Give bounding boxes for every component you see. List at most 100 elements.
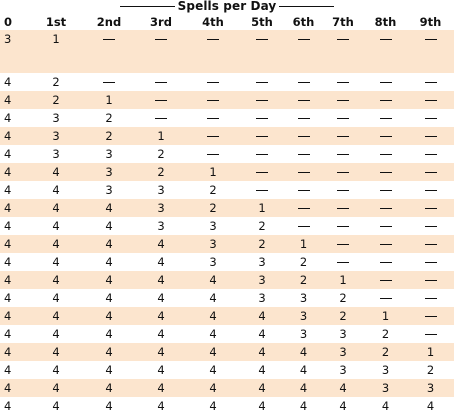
spell-count-cell: 4 bbox=[0, 271, 29, 289]
spell-count-cell: 4 bbox=[299, 363, 308, 377]
spell-count-cell: 4 bbox=[52, 183, 60, 197]
spell-count-cell: 4 bbox=[83, 307, 135, 325]
empty-slot-dash bbox=[187, 145, 239, 163]
empty-slot-dash bbox=[285, 199, 322, 217]
dash-glyph bbox=[424, 136, 437, 137]
dash-glyph bbox=[424, 262, 437, 263]
dash-glyph bbox=[424, 244, 437, 245]
dash-glyph bbox=[297, 100, 310, 101]
spell-count-cell: 4 bbox=[157, 399, 165, 413]
spell-count-cell: 2 bbox=[52, 75, 60, 89]
empty-slot-dash bbox=[407, 235, 454, 253]
empty-slot-dash bbox=[364, 109, 407, 127]
column-header: 2nd bbox=[96, 14, 122, 29]
spell-count-cell: 1 bbox=[322, 271, 364, 289]
empty-slot-dash bbox=[322, 109, 364, 127]
spell-count-cell: 2 bbox=[381, 327, 390, 341]
dash-glyph bbox=[297, 136, 310, 137]
spell-count-cell: 4 bbox=[239, 343, 285, 361]
empty-slot-dash bbox=[407, 91, 454, 109]
empty-slot-dash bbox=[322, 181, 364, 199]
spell-count-cell: 4 bbox=[105, 327, 113, 341]
spell-count-cell: 4 bbox=[105, 291, 113, 305]
spell-count-cell: 4 bbox=[83, 235, 135, 253]
spell-count-cell: 3 bbox=[258, 291, 266, 305]
spell-count-cell: 3 bbox=[381, 363, 390, 377]
empty-slot-dash bbox=[407, 73, 454, 91]
table-row: 4 4 4 4 4 4 4 4 4 4 bbox=[0, 397, 454, 415]
empty-slot-dash bbox=[187, 127, 239, 145]
dash-glyph bbox=[337, 172, 349, 173]
spell-count-cell: 1 bbox=[407, 343, 454, 361]
spell-count-cell: 2 bbox=[299, 255, 308, 269]
dash-glyph bbox=[379, 280, 392, 281]
empty-slot-dash bbox=[322, 253, 364, 271]
spell-count-cell: 1 bbox=[285, 235, 322, 253]
dash-glyph bbox=[256, 39, 268, 40]
spell-count-cell: 4 bbox=[135, 379, 187, 397]
spell-count-cell: 2 bbox=[426, 363, 435, 377]
dash-glyph bbox=[379, 100, 392, 101]
spell-count-cell: 4 bbox=[105, 363, 113, 377]
spell-count-cell: 2 bbox=[29, 91, 83, 109]
column-header: 5th bbox=[251, 14, 273, 29]
spell-count-cell: 1 bbox=[29, 30, 83, 73]
spell-count-cell: 2 bbox=[105, 111, 113, 125]
column-header: 7th bbox=[332, 14, 354, 29]
spell-count-cell: 3 bbox=[187, 235, 239, 253]
spell-count-cell: 4 bbox=[29, 163, 83, 181]
empty-slot-dash bbox=[364, 181, 407, 199]
dash-glyph bbox=[103, 82, 115, 83]
spell-count-cell: 2 bbox=[322, 307, 364, 325]
spell-count-cell: 2 bbox=[187, 199, 239, 217]
dash-glyph bbox=[103, 39, 115, 40]
dash-glyph bbox=[256, 100, 268, 101]
spell-count-cell: 4 bbox=[4, 147, 12, 161]
dash-glyph bbox=[207, 118, 219, 119]
dash-glyph bbox=[379, 226, 392, 227]
spell-count-cell: 4 bbox=[258, 399, 266, 413]
spell-count-cell: 4 bbox=[187, 271, 239, 289]
spell-count-cell: 4 bbox=[157, 291, 165, 305]
dash-glyph bbox=[424, 154, 437, 155]
empty-slot-dash bbox=[239, 30, 285, 73]
spell-count-cell: 4 bbox=[105, 399, 113, 413]
empty-slot-dash bbox=[407, 325, 454, 343]
dash-glyph bbox=[256, 136, 268, 137]
dash-glyph bbox=[297, 190, 310, 191]
empty-slot-dash bbox=[285, 30, 322, 73]
spell-count-cell: 4 bbox=[135, 271, 187, 289]
empty-slot-dash bbox=[135, 73, 187, 91]
empty-slot-dash bbox=[239, 109, 285, 127]
dash-glyph bbox=[256, 82, 268, 83]
empty-slot-dash bbox=[364, 253, 407, 271]
spell-count-cell: 3 bbox=[209, 255, 217, 269]
spell-count-cell: 3 bbox=[52, 147, 60, 161]
spell-count-cell: 2 bbox=[364, 343, 407, 361]
spell-count-cell: 1 bbox=[239, 199, 285, 217]
empty-slot-dash bbox=[407, 199, 454, 217]
table-row: 4 3 2 bbox=[0, 109, 454, 127]
dash-glyph bbox=[297, 39, 310, 40]
empty-slot-dash bbox=[322, 30, 364, 73]
empty-slot-dash bbox=[364, 199, 407, 217]
empty-slot-dash bbox=[364, 145, 407, 163]
spell-count-cell: 4 bbox=[4, 399, 12, 413]
spell-count-cell: 4 bbox=[52, 363, 60, 377]
spell-count-cell: 4 bbox=[0, 307, 29, 325]
spell-count-cell: 4 bbox=[4, 75, 12, 89]
column-header: 0 bbox=[4, 14, 13, 29]
empty-slot-dash bbox=[285, 163, 322, 181]
spell-count-cell: 4 bbox=[426, 399, 435, 413]
dash-glyph bbox=[424, 190, 437, 191]
spell-count-cell: 3 bbox=[258, 255, 266, 269]
empty-slot-dash bbox=[364, 271, 407, 289]
spell-count-cell: 4 bbox=[4, 183, 12, 197]
dash-glyph bbox=[337, 118, 349, 119]
column-header: 3rd bbox=[150, 14, 172, 29]
empty-slot-dash bbox=[407, 289, 454, 307]
